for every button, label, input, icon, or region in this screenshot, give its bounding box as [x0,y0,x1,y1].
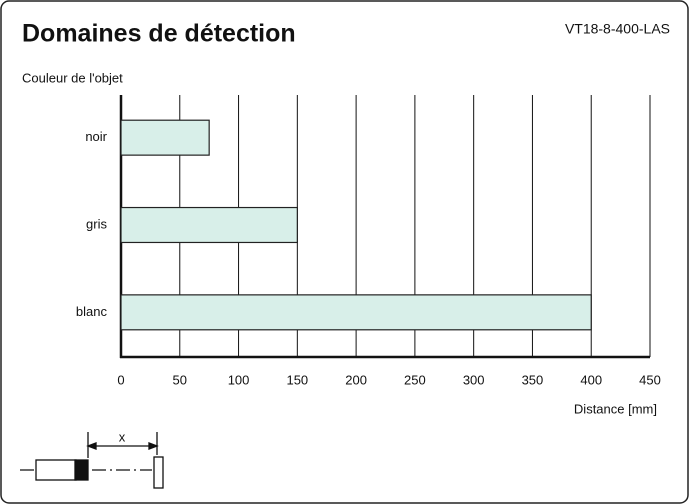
chart-title: Domaines de détection [22,20,296,48]
x-tick-label: 400 [580,372,602,387]
sensor-diagram [20,432,164,489]
x-tick-label: 250 [404,372,426,387]
x-tick-label: 450 [639,372,661,387]
x-tick-label: 100 [228,372,250,387]
x-tick-label: 0 [117,372,124,387]
y-tick-label: noir [85,129,107,144]
x-tick-label: 300 [463,372,485,387]
y-tick-label: gris [86,216,107,231]
x-tick-label: 150 [286,372,308,387]
bar [120,119,210,156]
bar [120,206,298,244]
chart-subtitle: VT18-8-400-LAS [565,21,670,37]
y-tick-label: blanc [76,304,108,319]
x-tick-label: 50 [173,372,187,387]
y-axis-label: Couleur de l'objet [22,70,123,85]
bar [120,294,592,331]
x-tick-label: 200 [345,372,367,387]
x-axis-label: Distance [mm] [574,401,657,416]
x-tick-label: 350 [522,372,544,387]
diagram-label: x [119,429,126,444]
